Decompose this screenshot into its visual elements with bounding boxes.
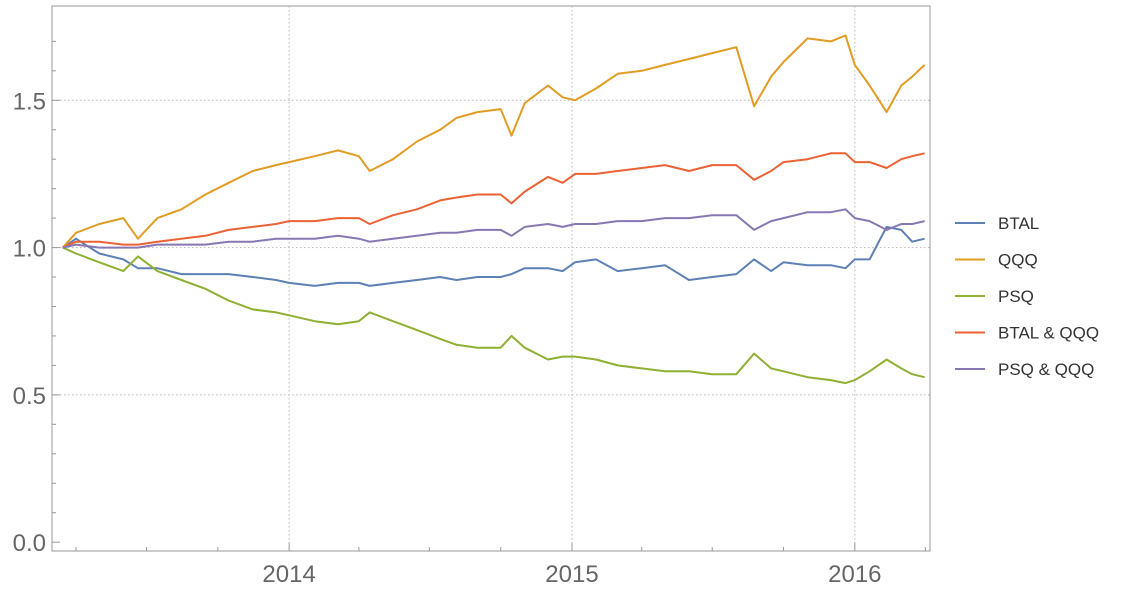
y-tick-label: 0.5	[13, 383, 46, 410]
series-line-qqq	[62, 34, 926, 249]
series-layer	[62, 34, 926, 385]
y-tick-label: 0.0	[13, 530, 46, 557]
x-tick-label: 2016	[828, 561, 881, 588]
series-line-btal	[62, 225, 925, 287]
legend: BTAL QQQ PSQ BTAL & QQQ PSQ & QQQ	[955, 214, 1099, 379]
series-line-btal-qqq	[62, 152, 925, 249]
plot-frame	[51, 5, 931, 552]
legend-label: QQQ	[998, 251, 1038, 270]
axis-layer: 0.0 0.5 1.0 1.5 2014 2015 2016	[13, 40, 926, 588]
y-tick-label: 1.0	[13, 236, 46, 263]
x-tick-label: 2015	[545, 561, 598, 588]
series-line-psq-qqq	[62, 208, 925, 249]
grid-layer	[52, 6, 930, 551]
legend-label: BTAL	[998, 214, 1039, 233]
x-tick-label: 2014	[262, 561, 315, 588]
series-line-psq	[62, 246, 925, 385]
legend-label: BTAL & QQQ	[998, 324, 1099, 343]
legend-label: PSQ	[998, 287, 1034, 306]
legend-label: PSQ & QQQ	[998, 360, 1094, 379]
y-tick-label: 1.5	[13, 88, 46, 115]
